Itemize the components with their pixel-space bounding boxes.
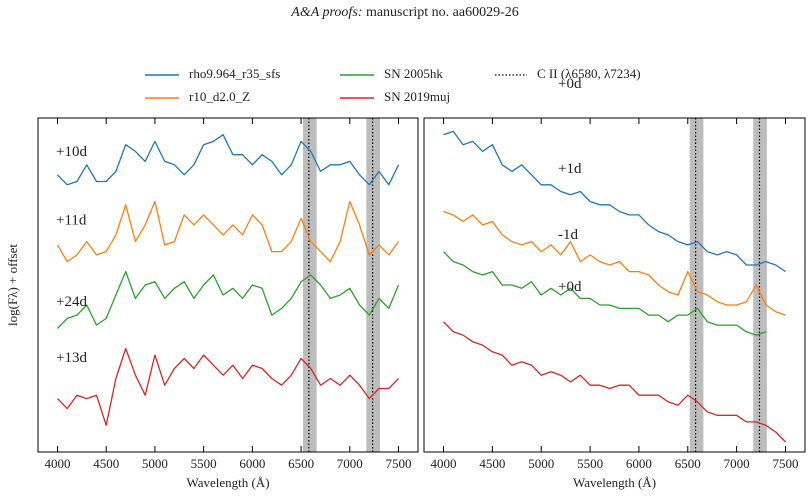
- x-tick-label: 6500: [675, 456, 701, 471]
- shaded-region: [753, 118, 767, 452]
- spectrum-line: [56, 200, 400, 263]
- spectrum-line: [443, 251, 767, 336]
- x-tick-label: 4000: [431, 456, 457, 471]
- epoch-label: +0d: [558, 279, 582, 295]
- journal: A&A proofs:: [290, 5, 362, 20]
- x-tick-label: 4500: [93, 456, 119, 471]
- x-tick-label: 5000: [528, 456, 554, 471]
- epoch-label: -1d: [558, 227, 578, 243]
- spectrum-line: [443, 321, 786, 443]
- epoch-label: +0d: [558, 76, 582, 92]
- spectrum-line: [57, 347, 399, 426]
- x-tick-label: 5000: [142, 456, 168, 471]
- epoch-label: +24d: [56, 294, 87, 310]
- y-axis-label: log(Fλ) + offset: [5, 244, 20, 326]
- plot-frame: [423, 117, 806, 453]
- legend-label: C II (λ6580, λ7234): [537, 66, 641, 81]
- epoch-label: +10d: [56, 144, 87, 160]
- shaded-region: [366, 118, 380, 452]
- x-tick-label: 5500: [577, 456, 603, 471]
- x-tick-label: 7000: [724, 456, 750, 471]
- legend-label: SN 2019muj: [384, 89, 450, 104]
- shaded-region: [689, 118, 704, 452]
- legend-label: r10_d2.0_Z: [189, 89, 250, 104]
- epoch-label: +13d: [56, 350, 87, 366]
- epoch-label: +1d: [558, 161, 582, 177]
- spectrum-line: [443, 210, 786, 316]
- x-tick-label: 7000: [337, 456, 363, 471]
- x-tick-label: 7500: [386, 456, 412, 471]
- legend-label: rho9.964_r35_sfs: [189, 66, 280, 81]
- x-tick-label: 7500: [772, 456, 798, 471]
- page-header: A&A proofs: manuscript no. aa60029-26: [290, 5, 518, 20]
- spectrum-line: [57, 270, 400, 329]
- x-tick-label: 4000: [44, 456, 70, 471]
- shaded-region: [303, 118, 317, 452]
- spectrum-line: [57, 134, 400, 186]
- plot-frame: [37, 117, 419, 453]
- x-axis-label: Wavelength (Å): [573, 475, 656, 490]
- manuscript: manuscript no. aa60029-26: [366, 5, 519, 20]
- x-axis-label: Wavelength (Å): [186, 475, 269, 490]
- x-tick-label: 4500: [479, 456, 505, 471]
- spectrum-line: [443, 130, 786, 273]
- x-tick-label: 6000: [626, 456, 652, 471]
- x-tick-label: 5500: [191, 456, 217, 471]
- epoch-label: +11d: [56, 212, 87, 228]
- x-tick-label: 6500: [288, 456, 314, 471]
- legend-label: SN 2005hk: [384, 66, 443, 81]
- x-tick-label: 6000: [239, 456, 265, 471]
